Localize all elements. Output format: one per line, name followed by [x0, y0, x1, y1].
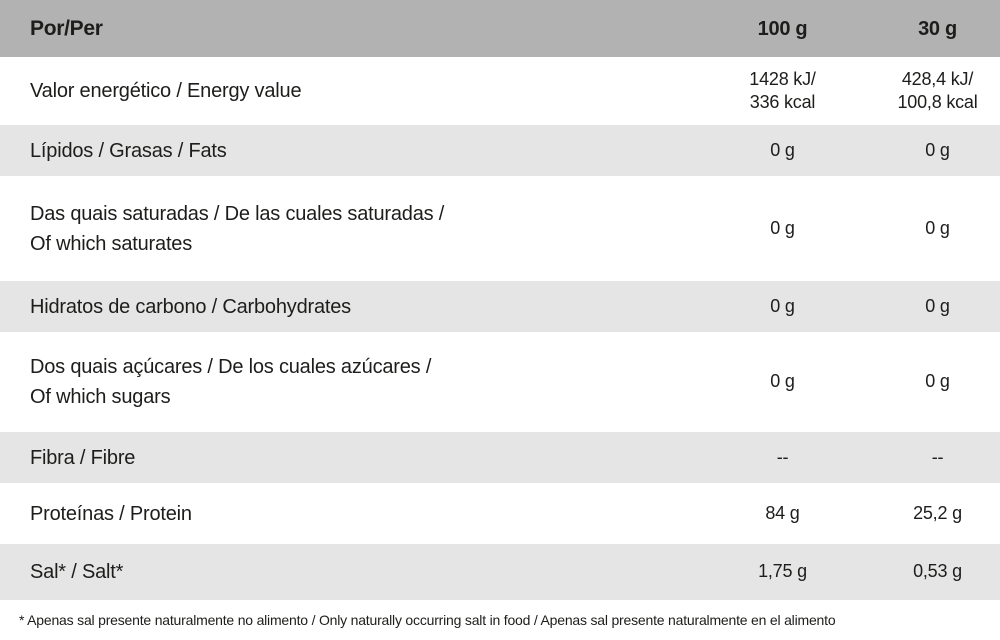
row-label: Hidratos de carbono / Carbohydrates	[30, 295, 351, 318]
value-100g: 1428 kJ/ 336 kcal	[749, 68, 816, 112]
table-row-fats: Lípidos / Grasas / Fats 0 g 0 g	[0, 125, 1000, 176]
table-row-carbohydrates: Hidratos de carbono / Carbohydrates 0 g …	[0, 281, 1000, 332]
value-30g: --	[931, 446, 944, 467]
footnote: * Apenas sal presente naturalmente no al…	[19, 611, 836, 628]
value-100g: 1,75 g	[758, 561, 807, 582]
header-per-label: Por/Per	[30, 16, 103, 40]
value-30g: 0 g	[925, 371, 950, 392]
value-30g: 0 g	[925, 217, 950, 238]
value-100g: 0 g	[770, 371, 795, 392]
row-label: Valor energético / Energy value	[30, 80, 302, 102]
header-col-100g: 100 g	[757, 17, 808, 40]
table-row-energy: Valor energético / Energy value 1428 kJ/…	[0, 57, 1000, 125]
row-label: Das quais saturadas / De las cuales satu…	[30, 202, 445, 255]
value-100g: 0 g	[770, 217, 795, 238]
row-label: Lípidos / Grasas / Fats	[30, 139, 227, 162]
footnote-row: * Apenas sal presente naturalmente no al…	[0, 600, 1000, 640]
header-col-30g: 30 g	[918, 17, 957, 40]
row-label: Sal* / Salt*	[30, 561, 124, 583]
value-30g: 0 g	[925, 295, 950, 316]
value-100g: --	[776, 446, 789, 467]
value-30g: 0,53 g	[913, 561, 962, 582]
table-row-protein: Proteínas / Protein 84 g 25,2 g	[0, 483, 1000, 544]
value-30g: 428,4 kJ/ 100,8 kcal	[897, 68, 978, 112]
value-100g: 84 g	[765, 502, 800, 523]
row-label: Dos quais açúcares / De los cuales azúca…	[30, 356, 432, 408]
table-header-row: Por/Per 100 g 30 g	[0, 0, 1000, 57]
table-row-salt: Sal* / Salt* 1,75 g 0,53 g	[0, 544, 1000, 600]
row-label: Fibra / Fibre	[30, 446, 136, 469]
table-row-sugars: Dos quais açúcares / De los cuales azúca…	[0, 332, 1000, 432]
value-30g: 25,2 g	[913, 502, 962, 523]
row-label: Proteínas / Protein	[30, 502, 192, 525]
value-100g: 0 g	[770, 139, 795, 160]
value-30g: 0 g	[925, 139, 950, 160]
value-100g: 0 g	[770, 295, 795, 316]
table-row-fibre: Fibra / Fibre -- --	[0, 432, 1000, 483]
table-row-saturates: Das quais saturadas / De las cuales satu…	[0, 176, 1000, 281]
